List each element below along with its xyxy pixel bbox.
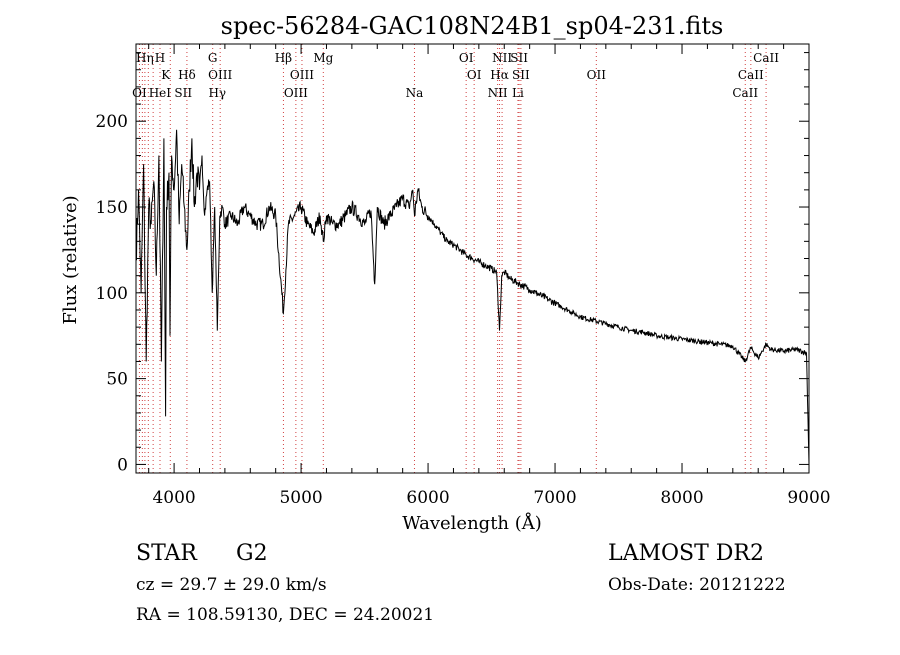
x-tick-label: 7000 — [533, 488, 576, 508]
spectral-line-label: SII — [174, 86, 192, 100]
x-tick-label: 6000 — [406, 488, 449, 508]
y-tick-label: 50 — [106, 370, 128, 390]
x-axis: 4000 5000 6000 7000 8000 9000 — [148, 44, 831, 508]
spectral-line-label: OIII — [290, 68, 314, 82]
spectral-line-label: OI — [132, 86, 147, 100]
object-subclass: G2 — [236, 541, 268, 566]
spectral-line-label: NII — [492, 51, 512, 65]
spectral-line-label: Hα — [490, 68, 509, 82]
y-tick-label: 150 — [96, 198, 128, 218]
spectral-line-label: HeI — [149, 86, 172, 100]
spectral-line-label: Na — [406, 86, 424, 100]
spectral-line-label: Li — [512, 86, 524, 100]
spectral-line-label: G — [208, 51, 218, 65]
x-tick-label: 4000 — [152, 488, 195, 508]
x-tick-label: 5000 — [279, 488, 322, 508]
spectral-line-label: OIII — [208, 68, 232, 82]
spectral-line-label: NII — [488, 86, 508, 100]
spectral-line-label: CaII — [738, 68, 764, 82]
spectral-line-label: Hβ — [275, 51, 292, 65]
x-tick-label: 8000 — [660, 488, 703, 508]
spectrum-line — [135, 129, 810, 465]
spectral-line-label: OIII — [284, 86, 308, 100]
spectral-line-label: CaII — [732, 86, 758, 100]
y-tick-label: 100 — [96, 284, 128, 304]
y-tick-label: 0 — [117, 455, 128, 475]
spectral-line-label: Mg — [313, 51, 333, 65]
spectral-line-label: Hδ — [178, 68, 196, 82]
spectral-line-label: SII — [510, 51, 528, 65]
spectral-line-label: CaII — [753, 51, 779, 65]
spectral-line-label: SII — [512, 68, 530, 82]
object-class: STAR — [136, 541, 197, 566]
spectral-line-label: OI — [459, 51, 474, 65]
x-tick-label: 9000 — [787, 488, 830, 508]
chart-title: spec-56284-GAC108N24B1_sp04-231.fits — [221, 12, 724, 40]
spectral-line-label: K — [161, 68, 171, 82]
redshift-info: cz = 29.7 ± 29.0 km/s — [136, 575, 327, 595]
y-axis-label: Flux (relative) — [60, 195, 81, 324]
spectral-line-label: Hη — [136, 51, 154, 65]
survey-name: LAMOST DR2 — [608, 541, 764, 566]
spectral-line-label: Hγ — [208, 86, 226, 100]
spectral-line-label: H — [155, 51, 165, 65]
observation-date: Obs-Date: 20121222 — [608, 575, 786, 595]
spectral-line-label: OI — [467, 68, 482, 82]
spectral-line-markers — [138, 44, 767, 473]
x-axis-label: Wavelength (Å) — [402, 512, 542, 534]
y-tick-label: 200 — [96, 112, 128, 132]
coordinates: RA = 108.59130, DEC = 24.20021 — [136, 605, 435, 625]
spectral-line-label: OII — [587, 68, 607, 82]
y-axis: 0 50 100 150 200 — [96, 52, 809, 475]
